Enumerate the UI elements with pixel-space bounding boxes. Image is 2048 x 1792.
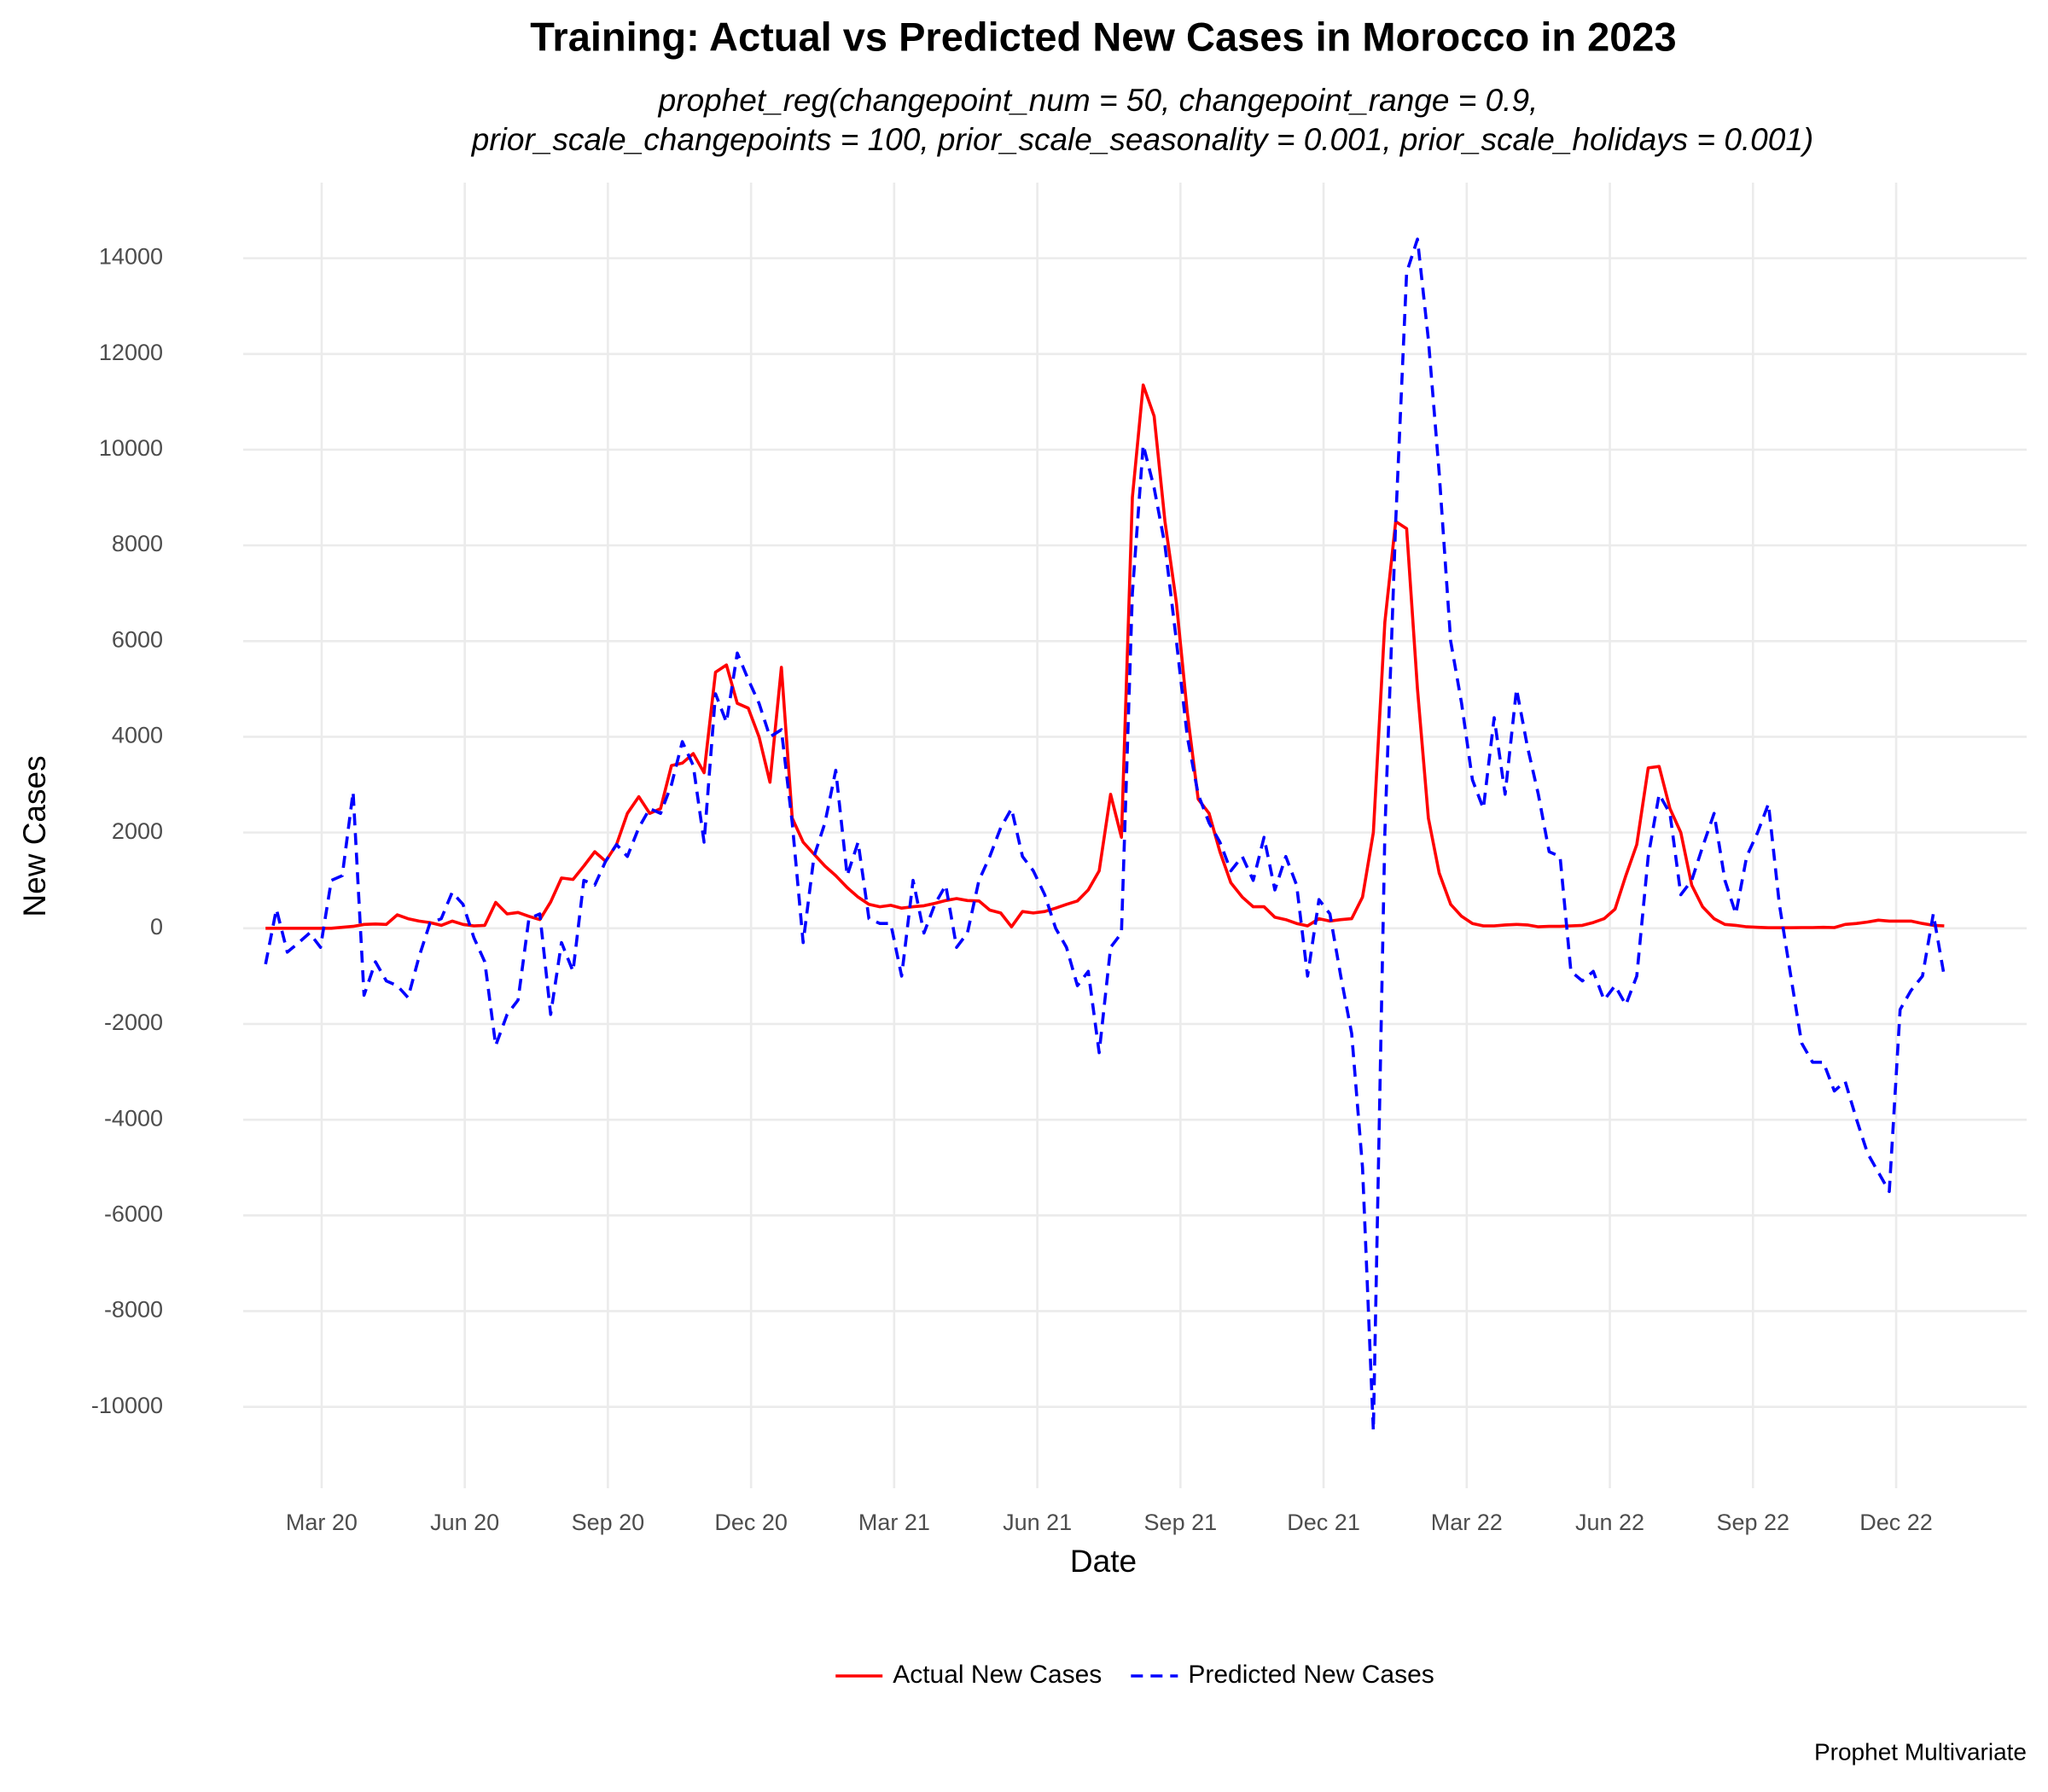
y-tick-label: 8000 bbox=[112, 531, 163, 556]
chart-subtitle: prior_scale_changepoints = 100, prior_sc… bbox=[471, 122, 1813, 157]
caption: Prophet Multivariate bbox=[1814, 1738, 2027, 1765]
chart-subtitle: prophet_reg(changepoint_num = 50, change… bbox=[658, 83, 1539, 118]
x-tick-label: Dec 20 bbox=[714, 1510, 788, 1535]
y-tick-label: 6000 bbox=[112, 626, 163, 652]
y-tick-label: -10000 bbox=[91, 1393, 163, 1418]
grid bbox=[243, 183, 2027, 1488]
x-tick-label: Mar 21 bbox=[858, 1510, 930, 1535]
legend-label: Actual New Cases bbox=[893, 1661, 1102, 1689]
y-tick-label: -6000 bbox=[104, 1201, 163, 1226]
x-tick-label: Dec 22 bbox=[1859, 1510, 1933, 1535]
x-tick-label: Mar 20 bbox=[286, 1510, 358, 1535]
x-tick-label: Jun 22 bbox=[1575, 1510, 1644, 1535]
y-tick-label: -8000 bbox=[104, 1297, 163, 1323]
legend-label: Predicted New Cases bbox=[1188, 1661, 1434, 1689]
y-tick-label: -4000 bbox=[104, 1105, 163, 1131]
y-tick-label: 2000 bbox=[112, 818, 163, 844]
x-tick-label: Jun 21 bbox=[1003, 1510, 1072, 1535]
y-tick-label: -2000 bbox=[104, 1009, 163, 1035]
y-tick-label: 10000 bbox=[99, 435, 163, 461]
x-tick-label: Sep 21 bbox=[1144, 1510, 1218, 1535]
y-tick-label: 0 bbox=[150, 914, 163, 940]
y-tick-label: 14000 bbox=[99, 244, 163, 270]
legend-item: Predicted New Cases bbox=[1131, 1661, 1434, 1689]
legend-item: Actual New Cases bbox=[835, 1661, 1102, 1689]
x-tick-label: Dec 21 bbox=[1287, 1510, 1360, 1535]
x-tick-label: Sep 22 bbox=[1716, 1510, 1789, 1535]
x-tick-label: Sep 20 bbox=[572, 1510, 645, 1535]
x-axis-title: Date bbox=[1070, 1544, 1137, 1579]
y-tick-label: 4000 bbox=[112, 723, 163, 748]
y-axis-title: New Cases bbox=[17, 755, 52, 916]
legend: Actual New Cases Predicted New Cases bbox=[835, 1661, 1434, 1689]
chart-title: Training: Actual vs Predicted New Cases … bbox=[530, 14, 1676, 59]
series-line bbox=[265, 383, 1945, 930]
series-line bbox=[264, 237, 1946, 1433]
y-tick-label: 12000 bbox=[99, 340, 163, 365]
x-tick-label: Jun 20 bbox=[430, 1510, 499, 1535]
x-tick-label: Mar 22 bbox=[1431, 1510, 1503, 1535]
